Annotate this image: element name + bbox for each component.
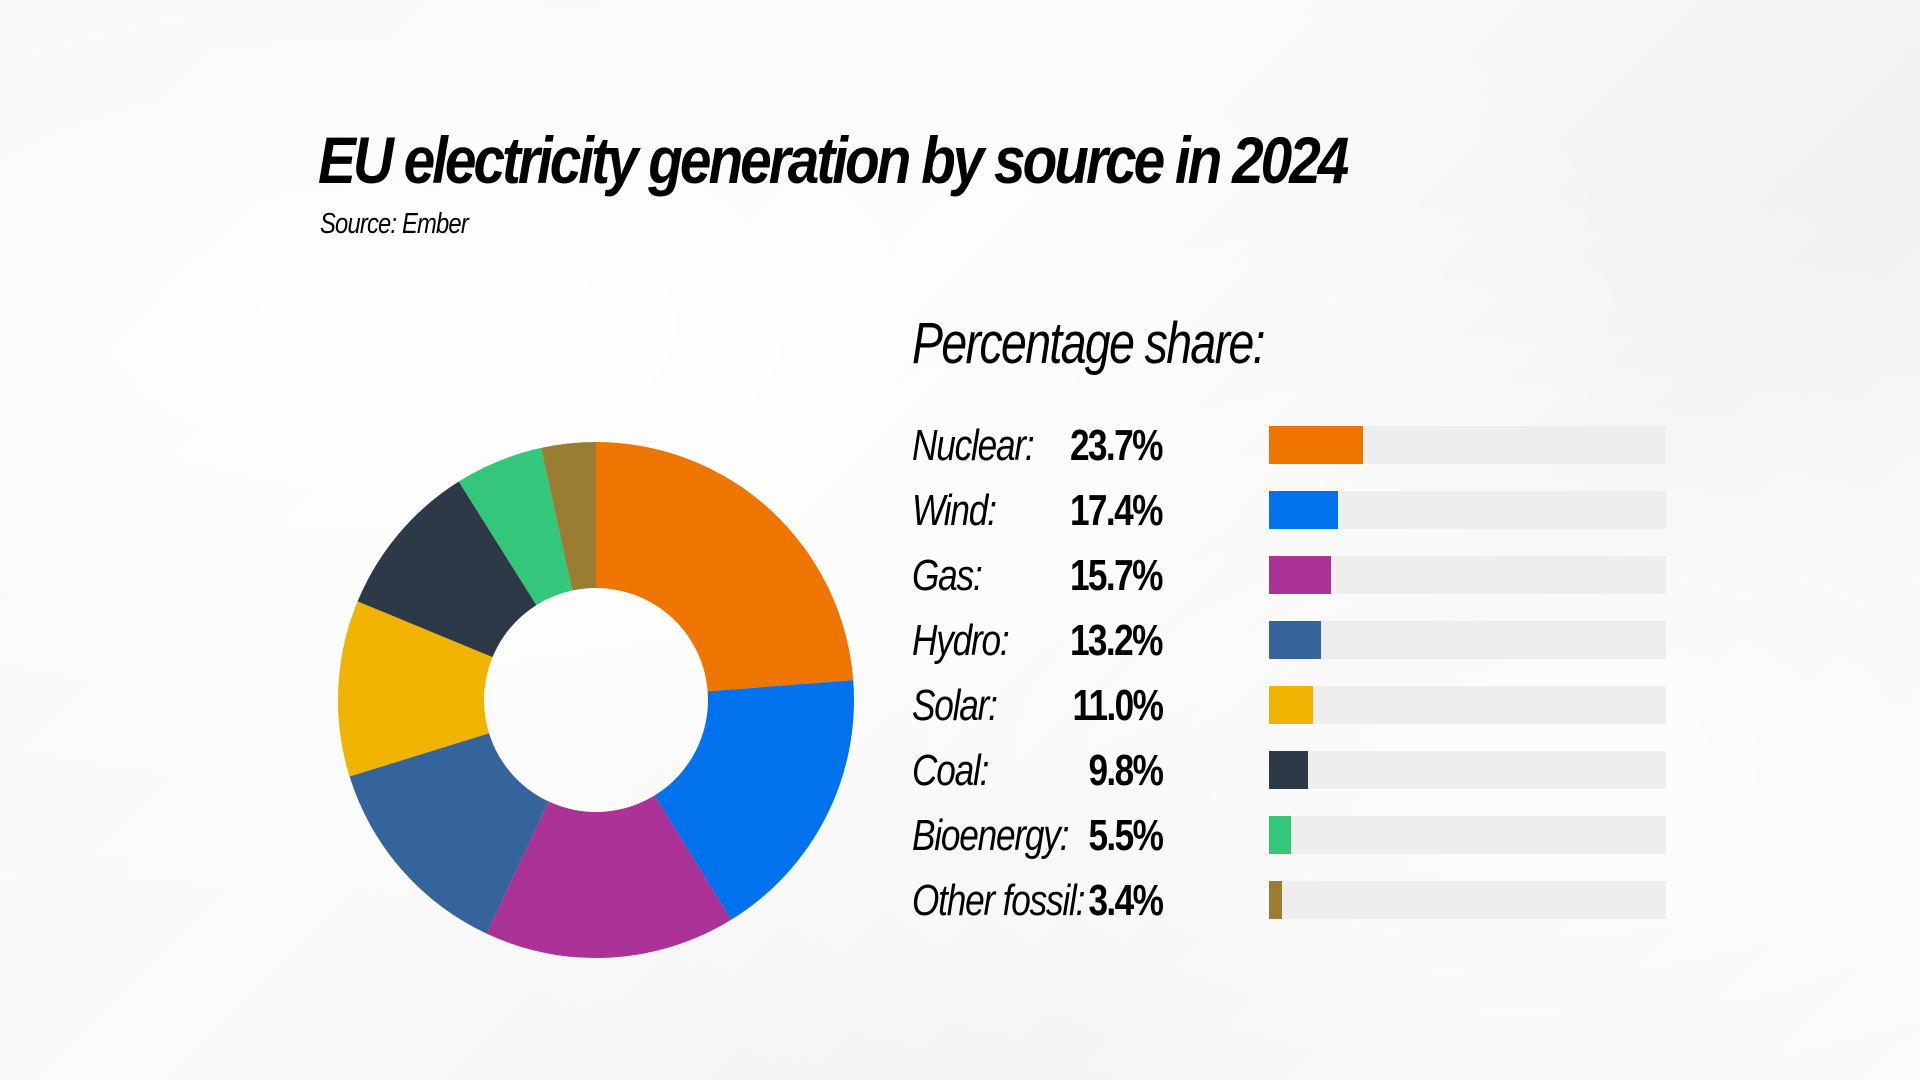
donut-slice-bioenergy <box>458 447 573 606</box>
donut-slice-solar <box>337 601 493 777</box>
row-value: 3.4% <box>1088 876 1163 925</box>
share-row-solar: Solar: 11.0% <box>912 680 1672 745</box>
donut-slice-other-fossil <box>541 442 596 591</box>
row-label: Hydro: <box>912 616 1010 665</box>
bar-track <box>1269 751 1666 789</box>
donut-slice-nuclear <box>596 442 854 692</box>
donut-slice-wind <box>654 680 854 920</box>
bar-track <box>1269 686 1666 724</box>
row-label: Gas: <box>912 551 983 600</box>
donut-slice-coal <box>357 481 537 658</box>
bar-fill <box>1269 751 1308 789</box>
panel-heading: Percentage share: <box>912 311 1266 376</box>
row-value: 5.5% <box>1088 811 1163 860</box>
donut-slice-gas <box>486 795 732 958</box>
chart-title: EU electricity generation by source in 2… <box>318 123 1349 197</box>
row-label: Solar: <box>912 681 998 730</box>
share-list: Nuclear: 23.7% Wind: 17.4% Gas: 15.7% Hy… <box>912 420 1672 940</box>
bar-track <box>1269 621 1666 659</box>
row-value: 17.4% <box>1070 486 1163 535</box>
share-row-hydro: Hydro: 13.2% <box>912 615 1672 680</box>
row-value: 15.7% <box>1070 551 1163 600</box>
row-value: 23.7% <box>1070 421 1163 470</box>
bar-track <box>1269 426 1666 464</box>
share-row-nuclear: Nuclear: 23.7% <box>912 420 1672 485</box>
share-row-bioenergy: Bioenergy: 5.5% <box>912 810 1672 875</box>
row-label: Bioenergy: <box>912 811 1069 860</box>
chart-source: Source: Ember <box>320 208 469 240</box>
bar-fill <box>1269 491 1339 529</box>
bar-fill <box>1269 426 1364 464</box>
row-value: 9.8% <box>1088 746 1163 795</box>
share-row-other-fossil: Other fossil: 3.4% <box>912 875 1672 940</box>
bar-fill <box>1269 881 1283 919</box>
row-label: Nuclear: <box>912 421 1035 470</box>
bar-track <box>1269 881 1666 919</box>
share-row-wind: Wind: 17.4% <box>912 485 1672 550</box>
row-label: Coal: <box>912 746 989 795</box>
row-label: Other fossil: <box>912 876 1085 925</box>
row-value: 11.0% <box>1072 681 1163 730</box>
bar-track <box>1269 816 1666 854</box>
bar-track <box>1269 556 1666 594</box>
share-row-gas: Gas: 15.7% <box>912 550 1672 615</box>
bar-fill <box>1269 686 1313 724</box>
bar-fill <box>1269 621 1322 659</box>
row-value: 13.2% <box>1070 616 1163 665</box>
share-row-coal: Coal: 9.8% <box>912 745 1672 810</box>
row-label: Wind: <box>912 486 997 535</box>
donut-slice-hydro <box>349 733 549 934</box>
bar-track <box>1269 491 1666 529</box>
bar-fill <box>1269 816 1291 854</box>
bar-fill <box>1269 556 1332 594</box>
